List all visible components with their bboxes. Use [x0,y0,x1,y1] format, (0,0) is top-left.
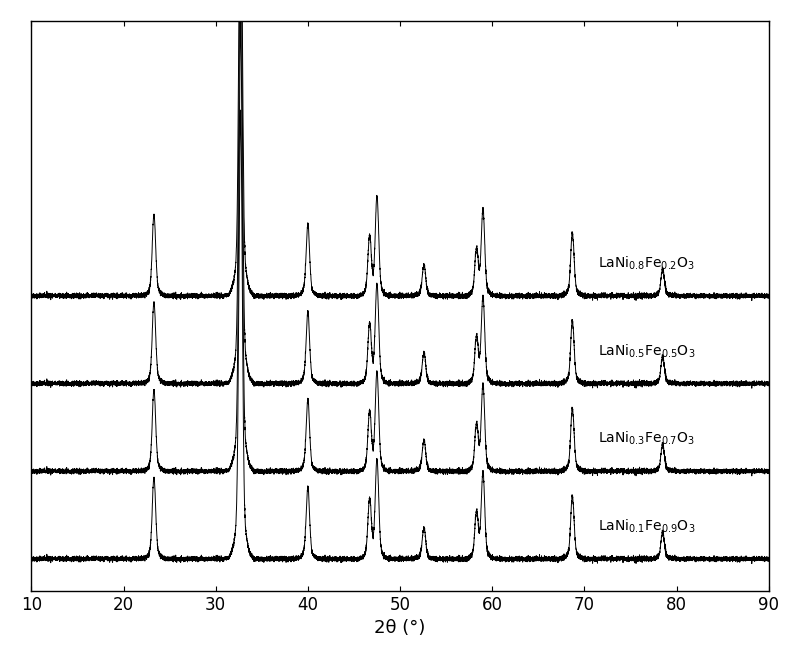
Text: LaNi$_{0.1}$Fe$_{0.9}$O$_3$: LaNi$_{0.1}$Fe$_{0.9}$O$_3$ [598,518,695,535]
Text: LaNi$_{0.8}$Fe$_{0.2}$O$_3$: LaNi$_{0.8}$Fe$_{0.2}$O$_3$ [598,255,694,272]
X-axis label: 2θ (°): 2θ (°) [374,619,426,637]
Text: LaNi$_{0.3}$Fe$_{0.7}$O$_3$: LaNi$_{0.3}$Fe$_{0.7}$O$_3$ [598,430,694,447]
Text: LaNi$_{0.5}$Fe$_{0.5}$O$_3$: LaNi$_{0.5}$Fe$_{0.5}$O$_3$ [598,342,695,359]
